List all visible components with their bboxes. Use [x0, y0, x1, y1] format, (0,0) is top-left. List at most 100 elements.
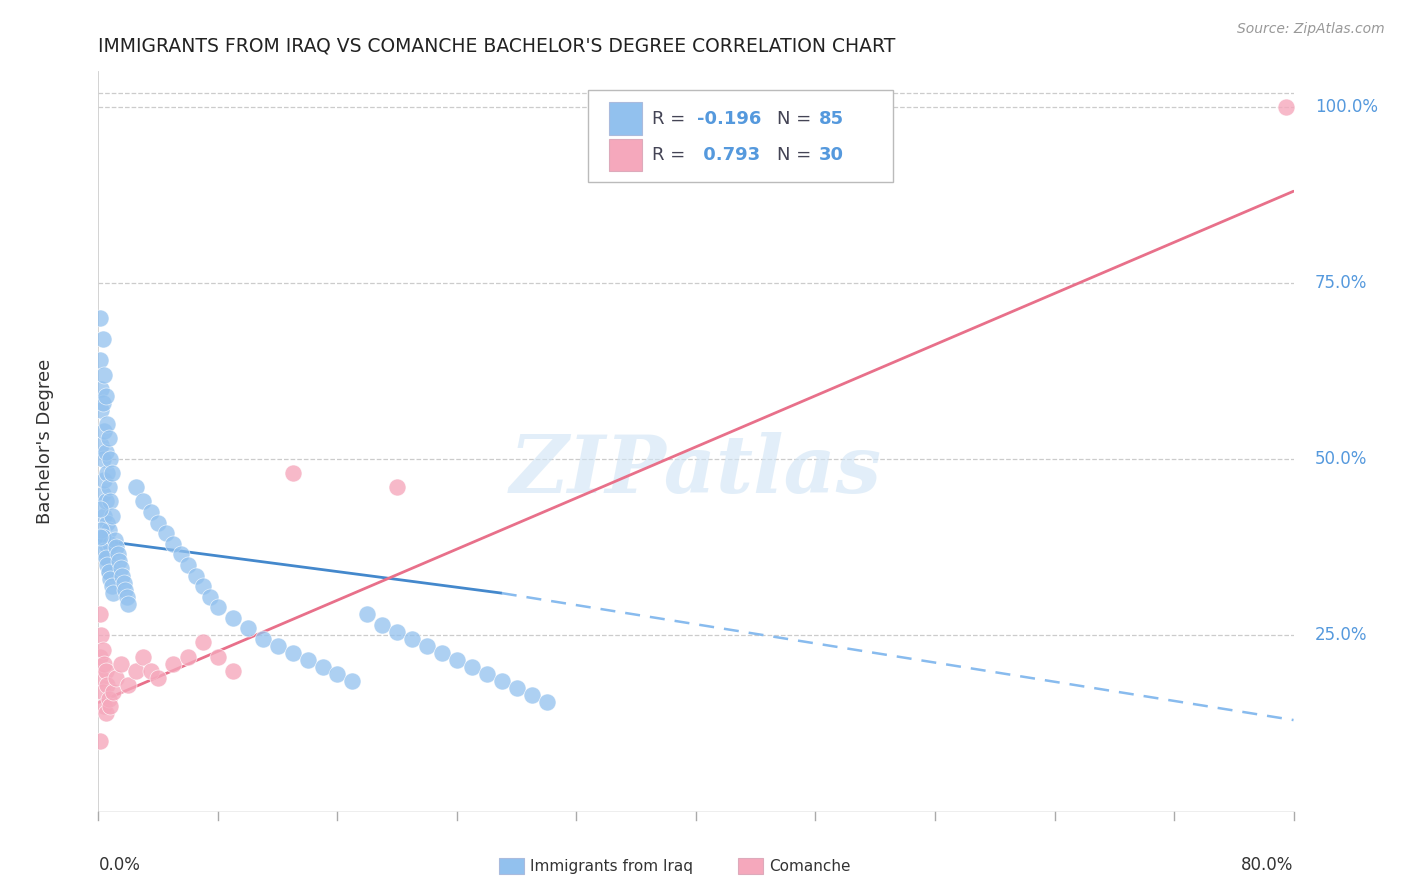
- Point: [177, 558, 200, 572]
- Point: [96, 678, 118, 692]
- Point: [93, 657, 115, 671]
- Point: [96, 417, 118, 431]
- Point: [125, 664, 148, 678]
- Point: [97, 431, 120, 445]
- Text: 75.0%: 75.0%: [1315, 274, 1368, 292]
- Point: [117, 678, 139, 692]
- Point: [97, 565, 120, 579]
- Text: 85: 85: [820, 110, 844, 128]
- Point: [93, 508, 115, 523]
- Text: N =: N =: [778, 110, 817, 128]
- Point: [89, 734, 111, 748]
- Text: R =: R =: [652, 146, 690, 164]
- FancyBboxPatch shape: [609, 103, 643, 135]
- Point: [98, 494, 122, 508]
- Point: [110, 657, 132, 671]
- Point: [191, 635, 214, 649]
- Point: [98, 452, 122, 467]
- Point: [96, 550, 118, 565]
- Point: [132, 649, 155, 664]
- Point: [91, 530, 114, 544]
- Text: 100.0%: 100.0%: [1315, 97, 1378, 116]
- Point: [93, 424, 115, 438]
- Point: [89, 353, 111, 368]
- Point: [94, 550, 117, 565]
- Point: [94, 445, 117, 459]
- Text: 25.0%: 25.0%: [1315, 626, 1368, 644]
- Point: [93, 698, 115, 713]
- FancyBboxPatch shape: [609, 139, 643, 171]
- Text: 0.0%: 0.0%: [98, 856, 141, 874]
- Point: [1275, 100, 1298, 114]
- Point: [416, 639, 439, 653]
- FancyBboxPatch shape: [589, 90, 893, 183]
- Point: [94, 706, 117, 720]
- Point: [356, 607, 378, 622]
- Point: [385, 624, 409, 639]
- Point: [169, 547, 191, 561]
- Text: 80.0%: 80.0%: [1241, 856, 1294, 874]
- Point: [89, 311, 111, 326]
- Text: IMMIGRANTS FROM IRAQ VS COMANCHE BACHELOR'S DEGREE CORRELATION CHART: IMMIGRANTS FROM IRAQ VS COMANCHE BACHELO…: [98, 37, 896, 56]
- Point: [91, 332, 114, 346]
- Point: [105, 671, 128, 685]
- Point: [222, 611, 245, 625]
- Point: [96, 558, 118, 572]
- Point: [108, 554, 131, 568]
- Point: [371, 618, 394, 632]
- Text: -0.196: -0.196: [697, 110, 762, 128]
- Point: [115, 590, 138, 604]
- Point: [139, 664, 162, 678]
- Point: [207, 600, 229, 615]
- Point: [98, 572, 122, 586]
- Point: [162, 537, 184, 551]
- Point: [139, 505, 162, 519]
- Point: [184, 568, 207, 582]
- Point: [91, 452, 114, 467]
- Text: R =: R =: [652, 110, 690, 128]
- Point: [98, 698, 122, 713]
- Point: [93, 544, 115, 558]
- Point: [155, 526, 177, 541]
- Point: [281, 646, 304, 660]
- Point: [110, 561, 132, 575]
- Text: Source: ZipAtlas.com: Source: ZipAtlas.com: [1237, 22, 1385, 37]
- Point: [107, 547, 129, 561]
- Point: [101, 508, 124, 523]
- Text: Bachelor's Degree: Bachelor's Degree: [35, 359, 53, 524]
- Point: [97, 523, 120, 537]
- Point: [132, 494, 155, 508]
- Point: [94, 389, 117, 403]
- Point: [112, 575, 135, 590]
- Point: [200, 590, 222, 604]
- Point: [117, 597, 139, 611]
- Point: [148, 671, 170, 685]
- Point: [98, 537, 122, 551]
- Point: [297, 653, 319, 667]
- Point: [125, 480, 148, 494]
- Point: [536, 695, 558, 709]
- Text: 0.793: 0.793: [697, 146, 761, 164]
- Point: [94, 537, 117, 551]
- Text: Comanche: Comanche: [769, 859, 851, 873]
- Point: [162, 657, 184, 671]
- Point: [103, 586, 125, 600]
- Point: [94, 664, 117, 678]
- Point: [430, 646, 453, 660]
- Point: [90, 628, 112, 642]
- Point: [89, 649, 111, 664]
- Point: [267, 639, 290, 653]
- Point: [506, 681, 529, 696]
- Point: [101, 579, 124, 593]
- Point: [91, 396, 114, 410]
- Point: [342, 674, 364, 689]
- Point: [91, 642, 114, 657]
- Point: [105, 541, 128, 555]
- Text: 50.0%: 50.0%: [1315, 450, 1368, 468]
- Point: [207, 649, 229, 664]
- Point: [520, 689, 543, 703]
- Point: [89, 607, 111, 622]
- Point: [446, 653, 468, 667]
- Point: [89, 530, 111, 544]
- Point: [475, 667, 498, 681]
